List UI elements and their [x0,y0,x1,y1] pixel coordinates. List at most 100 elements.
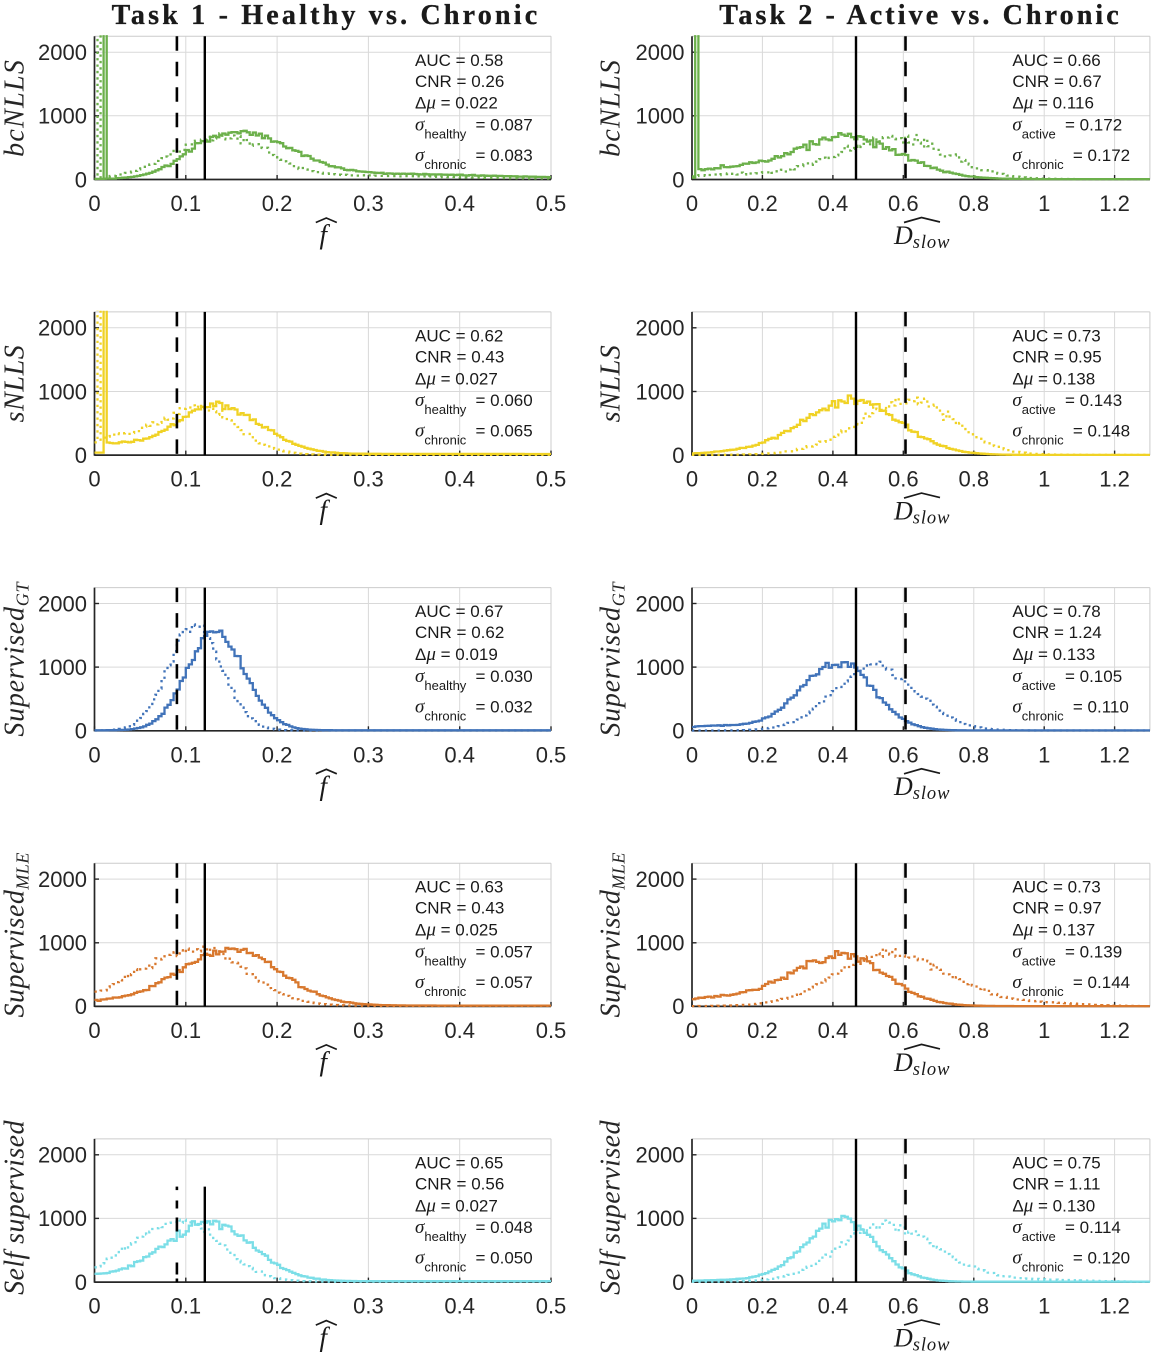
svg-text:AUC = 0.65: AUC = 0.65 [415,1153,503,1172]
svg-text:σchronic = 0.110: σchronic = 0.110 [1012,696,1128,723]
svg-text:σhealthy = 0.030: σhealthy = 0.030 [415,666,533,693]
svg-text:0.5: 0.5 [536,1018,567,1043]
svg-text:0: 0 [88,1294,100,1319]
svg-text:σchronic = 0.083: σchronic = 0.083 [415,145,533,172]
svg-text:σchronic = 0.120: σchronic = 0.120 [1012,1248,1130,1275]
svg-text:σhealthy = 0.087: σhealthy = 0.087 [415,115,533,142]
svg-text:0.3: 0.3 [353,467,384,492]
svg-text:2000: 2000 [38,867,87,892]
svg-text:0.2: 0.2 [262,191,293,216]
svg-text:0: 0 [672,167,684,192]
svg-text:0: 0 [672,443,684,468]
svg-text:0.5: 0.5 [536,467,567,492]
svg-text:0: 0 [75,719,87,744]
svg-text:Δμ = 0.137: Δμ = 0.137 [1012,920,1095,941]
svg-text:σactive = 0.139: σactive = 0.139 [1012,942,1122,969]
svg-text:Δμ = 0.027: Δμ = 0.027 [415,1195,498,1216]
svg-text:1: 1 [1038,742,1050,767]
svg-text:0: 0 [672,719,684,744]
svg-text:0.1: 0.1 [171,1294,202,1319]
svg-text:0.2: 0.2 [262,1018,293,1043]
svg-text:Task 2 - Active vs. Chronic: Task 2 - Active vs. Chronic [719,0,1122,31]
svg-text:0.4: 0.4 [444,742,475,767]
svg-text:AUC = 0.66: AUC = 0.66 [1012,51,1100,70]
svg-text:Self supervised: Self supervised [596,1120,627,1295]
svg-text:σchronic = 0.032: σchronic = 0.032 [415,696,533,723]
svg-text:1000: 1000 [636,931,685,956]
svg-text:0: 0 [88,1018,100,1043]
svg-text:0.6: 0.6 [888,742,919,767]
svg-text:2000: 2000 [636,1143,685,1168]
svg-text:0.2: 0.2 [747,1018,778,1043]
svg-text:0.4: 0.4 [818,1018,849,1043]
svg-text:f: f [320,220,331,250]
svg-text:0: 0 [672,994,684,1019]
svg-text:0.4: 0.4 [444,191,475,216]
svg-text:Δμ = 0.022: Δμ = 0.022 [415,93,498,114]
svg-text:0: 0 [686,191,698,216]
svg-text:0.5: 0.5 [536,742,567,767]
svg-text:0: 0 [686,467,698,492]
svg-text:0: 0 [75,167,87,192]
svg-text:0.2: 0.2 [262,467,293,492]
svg-text:Δμ = 0.025: Δμ = 0.025 [415,920,498,941]
svg-text:0.4: 0.4 [818,1294,849,1319]
svg-text:Δμ = 0.133: Δμ = 0.133 [1012,644,1095,665]
svg-text:0.2: 0.2 [747,191,778,216]
svg-text:σchronic = 0.144: σchronic = 0.144 [1012,972,1130,999]
svg-text:CNR = 0.67: CNR = 0.67 [1012,72,1101,91]
svg-text:AUC = 0.75: AUC = 0.75 [1012,1153,1100,1172]
svg-text:0.4: 0.4 [818,191,849,216]
svg-text:0: 0 [686,742,698,767]
svg-text:σchronic = 0.065: σchronic = 0.065 [415,421,533,448]
svg-text:σchronic = 0.172: σchronic = 0.172 [1012,145,1130,172]
svg-text:1: 1 [1038,1294,1050,1319]
svg-text:1000: 1000 [38,1206,87,1231]
svg-text:sNLLS: sNLLS [596,345,627,423]
svg-text:0.3: 0.3 [353,191,384,216]
svg-text:1.2: 1.2 [1099,1294,1130,1319]
svg-text:0: 0 [88,742,100,767]
svg-text:σactive = 0.172: σactive = 0.172 [1012,115,1122,142]
svg-text:1.2: 1.2 [1099,191,1130,216]
svg-text:2000: 2000 [636,40,685,65]
svg-text:0: 0 [75,443,87,468]
svg-text:AUC = 0.58: AUC = 0.58 [415,51,503,70]
svg-text:0.3: 0.3 [353,742,384,767]
svg-text:1.2: 1.2 [1099,1018,1130,1043]
svg-text:0.1: 0.1 [171,467,202,492]
svg-text:CNR = 0.43: CNR = 0.43 [415,347,504,366]
svg-text:1000: 1000 [636,379,685,404]
svg-text:1.2: 1.2 [1099,467,1130,492]
svg-text:SupervisedGT: SupervisedGT [0,581,33,737]
svg-text:0.6: 0.6 [888,1294,919,1319]
svg-text:0.4: 0.4 [444,1018,475,1043]
svg-text:σchronic = 0.057: σchronic = 0.057 [415,972,533,999]
svg-text:0: 0 [672,1270,684,1295]
svg-text:0: 0 [686,1018,698,1043]
svg-text:1: 1 [1038,467,1050,492]
svg-text:0.1: 0.1 [171,742,202,767]
svg-text:2000: 2000 [636,591,685,616]
svg-text:0.8: 0.8 [959,467,990,492]
svg-text:AUC = 0.62: AUC = 0.62 [415,326,503,345]
svg-text:0.3: 0.3 [353,1018,384,1043]
svg-text:f: f [320,771,331,801]
svg-text:AUC = 0.78: AUC = 0.78 [1012,602,1100,621]
svg-text:0.2: 0.2 [747,467,778,492]
svg-text:0.5: 0.5 [536,191,567,216]
svg-text:CNR = 0.95: CNR = 0.95 [1012,347,1101,366]
svg-text:1000: 1000 [38,104,87,129]
svg-text:0.6: 0.6 [888,191,919,216]
svg-text:0: 0 [686,1294,698,1319]
svg-text:CNR = 0.26: CNR = 0.26 [415,72,504,91]
svg-text:σactive = 0.143: σactive = 0.143 [1012,390,1122,417]
svg-text:0.2: 0.2 [747,1294,778,1319]
svg-text:1: 1 [1038,191,1050,216]
svg-text:0.4: 0.4 [818,467,849,492]
svg-text:CNR = 0.62: CNR = 0.62 [415,623,504,642]
svg-text:Δμ = 0.019: Δμ = 0.019 [415,644,498,665]
svg-text:σhealthy = 0.057: σhealthy = 0.057 [415,942,533,969]
svg-text:0.3: 0.3 [353,1294,384,1319]
svg-text:0.4: 0.4 [444,1294,475,1319]
